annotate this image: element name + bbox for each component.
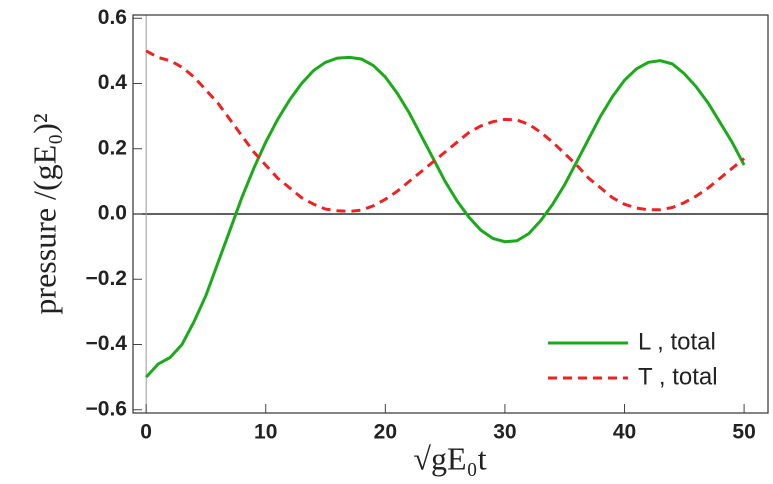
- y-tick-label: −0.4: [86, 332, 128, 355]
- series-line: [145, 49, 746, 213]
- y-tick-label: 0.4: [98, 71, 128, 94]
- x-tick-label: 30: [493, 421, 516, 444]
- x-tick-label: 10: [254, 421, 277, 444]
- legend-label: L , total: [638, 328, 716, 355]
- legend-label: T , total: [638, 363, 718, 390]
- x-tick-label: 50: [732, 421, 755, 444]
- y-tick-label: −0.6: [86, 397, 127, 420]
- y-tick-label: 0.6: [98, 6, 127, 29]
- x-tick-label: 40: [613, 421, 636, 444]
- y-axis-label: pressure /(gE₀)²: [26, 113, 62, 314]
- plot-frame: [132, 14, 769, 414]
- y-tick-label: 0.2: [98, 136, 127, 159]
- x-tick-label: 0: [140, 421, 152, 444]
- x-tick-label: 20: [374, 421, 397, 444]
- x-axis-label: √gE₀t: [413, 440, 486, 476]
- series-line: [145, 55, 746, 379]
- y-tick-label: −0.2: [86, 267, 127, 290]
- y-tick-label: 0.0: [98, 202, 127, 225]
